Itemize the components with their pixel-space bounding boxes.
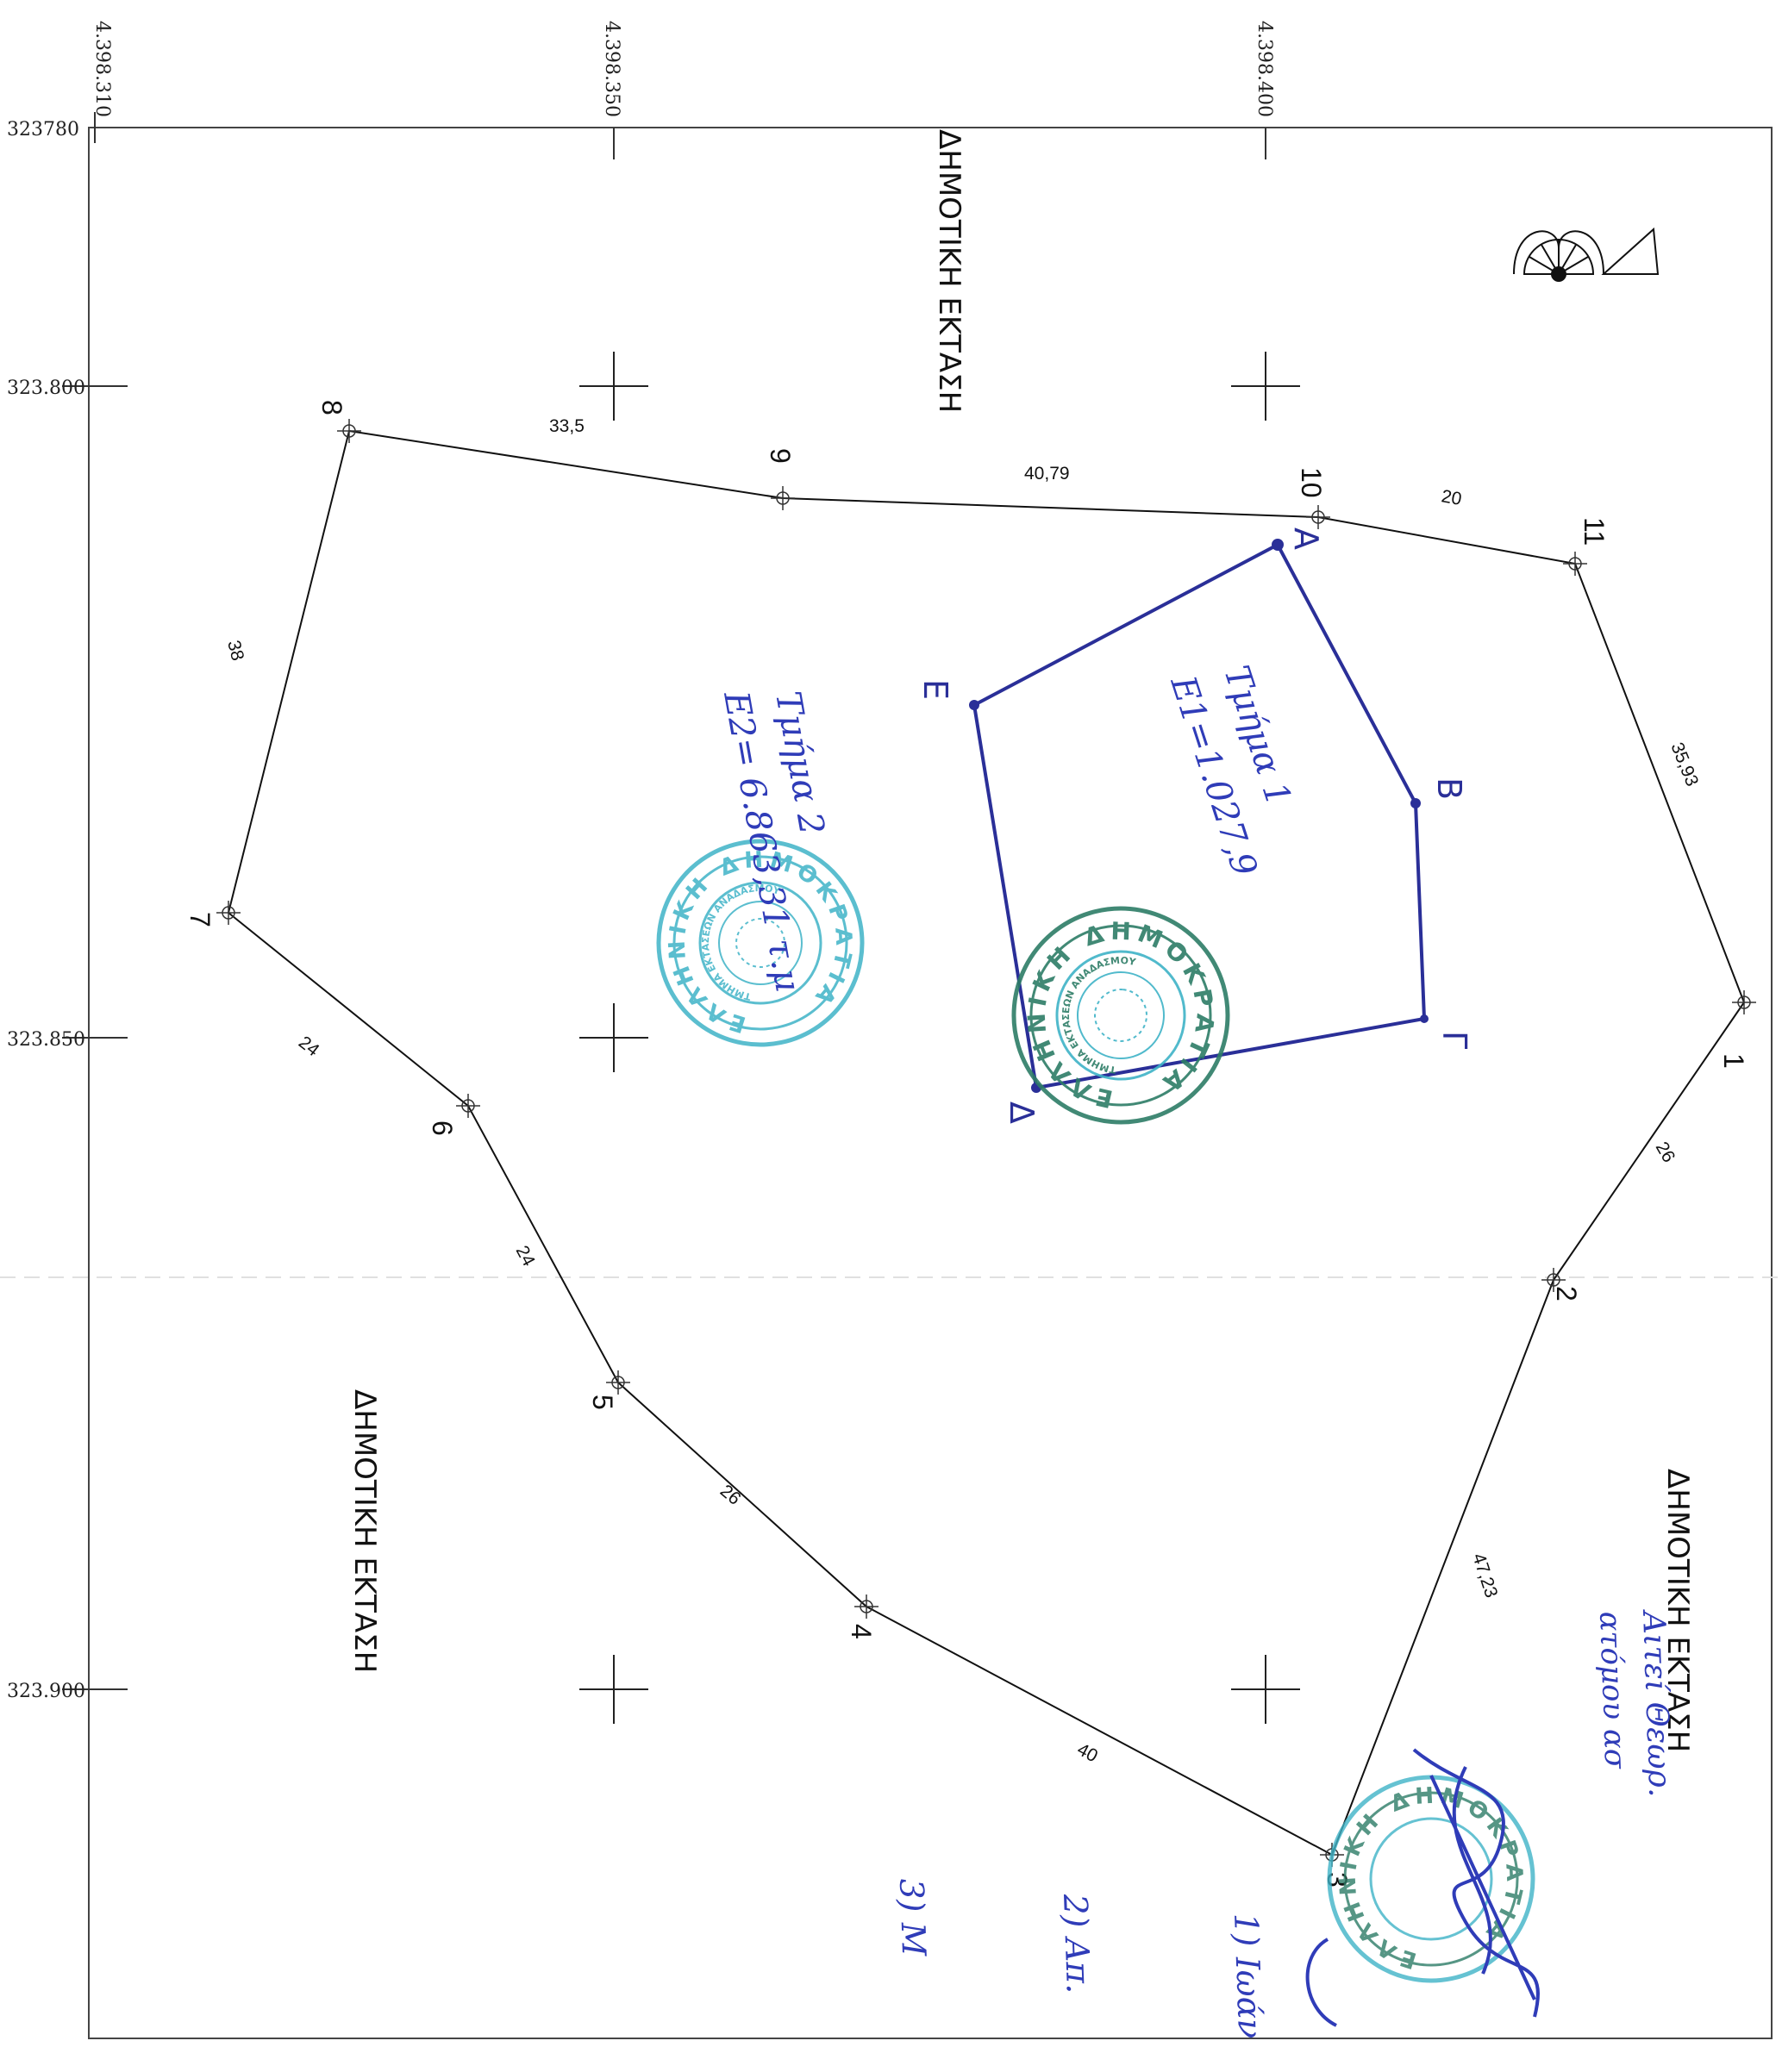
adjacent-area-top: ΔΗΜΟΤΙΚΗ ΕΚΤΑΣΗ — [932, 129, 966, 413]
grid-label-north-3: 4.398.400 — [1254, 21, 1275, 117]
north-arrow-icon — [1513, 227, 1660, 282]
grid-ticks — [62, 112, 1266, 1690]
vertex-label-1: 1 — [1718, 1053, 1749, 1069]
side-length-8-9: 33,5 — [549, 416, 585, 436]
map-frame — [88, 127, 1773, 2039]
handwritten-notes: Αιτεί Θεωρ. ατόμου ασ 1) Ιωάν 2) Απ. 3) … — [892, 1608, 1678, 2039]
adjacent-area-right: ΔΗΜΟΤΙΚΗ ΕΚΤΑΣΗ — [1660, 1469, 1695, 1752]
side-length-6-7: 24 — [295, 1033, 323, 1061]
side-length-5-6: 24 — [512, 1243, 539, 1270]
note-line-4: 2) Απ. — [1056, 1893, 1097, 1994]
vertex-label-8: 8 — [316, 400, 347, 415]
official-stamp-3: ΕΛΛΗΝΙΚΗ ΔΗΜΟΚΡΑΤΙΑ — [1320, 1767, 1542, 1990]
adjacent-area-bottom-left: ΔΗΜΟΤΙΚΗ ΕΚΤΑΣΗ — [347, 1389, 382, 1673]
side-length-11-1: 35,93 — [1666, 740, 1702, 789]
inner-vertex-label-b: Β — [1430, 777, 1468, 800]
note-line-2: ατόμου ασ — [1592, 1611, 1632, 1770]
note-line-3: 1) Ιωάν — [1227, 1913, 1269, 2039]
inner-vertex-label-a: Α — [1287, 527, 1325, 550]
grid-label-east-2: 323.800 — [7, 378, 85, 399]
side-length-2-3: 47,23 — [1468, 1551, 1501, 1600]
inner-vertex-label-g: Γ — [1435, 1031, 1473, 1049]
vertex-label-10: 10 — [1296, 467, 1327, 498]
side-length-10-11: 20 — [1440, 486, 1463, 509]
grid-label-north-2: 4.398.350 — [601, 21, 622, 117]
signature — [1412, 1748, 1540, 2018]
official-stamp-2: ΕΛΛΗΝΙΚΗ ΔΗΜΟΚΡΑΤΙΑ ΤΜΗΜΑ ΕΚΤΑΣΕΩΝ ΑΝΑΔΑ… — [1011, 906, 1230, 1125]
grid-crosses — [579, 352, 1300, 1724]
note-line-1: Αιτεί Θεωρ. — [1635, 1608, 1678, 1798]
vertex-label-7: 7 — [184, 912, 216, 927]
grid-label-east-4: 323.900 — [7, 1681, 85, 1702]
side-length-3-4: 40 — [1074, 1739, 1101, 1766]
vertex-label-11: 11 — [1579, 517, 1610, 546]
side-length-4-5: 26 — [716, 1481, 745, 1509]
handwritten-bracket — [1305, 1938, 1337, 2027]
vertex-markers — [216, 419, 1756, 1867]
outer-parcel-boundary — [227, 429, 1746, 1857]
side-length-9-10: 40,79 — [1024, 464, 1070, 484]
vertex-label-2: 2 — [1551, 1286, 1582, 1301]
note-line-5: 3) Μ — [892, 1878, 933, 1958]
annotation-parcel-1: Τμήμα 1 Ε1=1.027,9 — [1162, 661, 1298, 881]
vertex-label-6: 6 — [427, 1120, 458, 1136]
inner-vertex-label-e: Ε — [916, 679, 954, 700]
grid-label-east-1: 323780 — [7, 119, 79, 140]
annotation-parcel-2: Τμήμα 2 Ε2= 6.863,31 τ.μ — [716, 688, 832, 995]
vertex-label-4: 4 — [846, 1624, 877, 1639]
grid-label-east-3: 323.850 — [7, 1029, 85, 1051]
vertex-label-5: 5 — [587, 1395, 618, 1410]
side-length-7-8: 38 — [223, 639, 247, 663]
grid-label-north-1: 4.398.310 — [91, 21, 113, 117]
inner-vertex-label-d: Δ — [1003, 1102, 1041, 1124]
side-length-1-2: 26 — [1652, 1139, 1679, 1166]
vertex-label-9: 9 — [765, 448, 796, 464]
inner-parcel-boundary — [972, 542, 1427, 1090]
